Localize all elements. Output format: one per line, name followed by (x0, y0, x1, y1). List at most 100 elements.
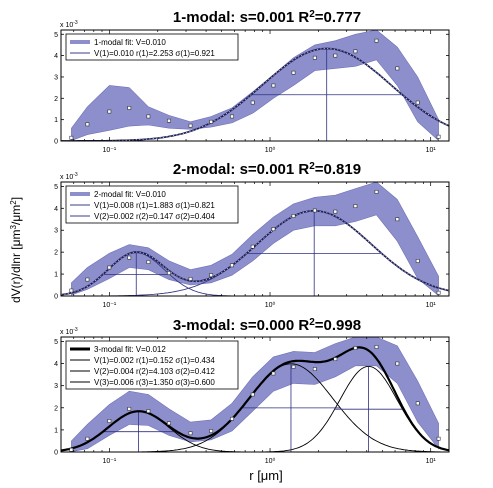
data-marker (107, 109, 112, 114)
y-tick-label: 1 (54, 117, 58, 124)
y-tick-label: 4 (54, 206, 58, 213)
data-marker (250, 100, 255, 105)
plot-area (61, 30, 449, 141)
axes-frame (60, 29, 450, 142)
y-label-part: ] (9, 197, 23, 200)
data-marker (353, 49, 358, 54)
data-marker (374, 38, 379, 43)
y-tick-label: 2 (54, 405, 58, 412)
y-tick-label: 3 (54, 228, 58, 235)
legend-label: V(2)=0.002 r(2)=0.147 σ(2)=0.404 (94, 212, 215, 221)
data-marker (127, 255, 132, 260)
y-tick-label: 0 (54, 139, 58, 146)
data-marker (291, 70, 296, 75)
data-marker (271, 227, 276, 232)
title-part: =0.819 (315, 161, 361, 178)
data-marker (395, 361, 400, 366)
data-marker (167, 421, 171, 426)
x-tick-label: 10¹ (426, 458, 437, 465)
exponent-value: -3 (73, 327, 78, 333)
axes-frame (60, 181, 450, 297)
axes-frame (60, 336, 450, 453)
data-marker (353, 346, 358, 350)
data-marker (85, 436, 90, 441)
data-marker (209, 429, 214, 433)
x-tick-label: 10⁻¹ (102, 458, 116, 465)
title-part: 1-modal: s=0.001 R (173, 9, 309, 26)
data-marker (333, 53, 338, 58)
legend-label: V(1)=0.008 r(1)=1.883 σ(1)=0.821 (94, 201, 215, 210)
y-label-sup: 3 (9, 224, 18, 229)
title-part: =0.777 (315, 9, 361, 26)
data-marker (69, 135, 74, 140)
data-marker (107, 419, 112, 423)
chart-title: 1-modal: s=0.001 R2=0.777 (173, 9, 361, 27)
legend-label: V(3)=0.006 r(3)=1.350 σ(3)=0.600 (94, 378, 215, 387)
data-marker (230, 263, 234, 268)
title-sup: 2 (309, 317, 315, 328)
x-tick-label: 10⁻¹ (102, 147, 116, 154)
data-marker (333, 209, 338, 214)
y-exponent-label: x 10-3 (60, 327, 78, 336)
data-marker (415, 259, 420, 263)
data-marker (415, 100, 420, 105)
y-tick-label: 3 (54, 383, 58, 390)
data-marker (415, 401, 420, 406)
legend-label: V(2)=0.004 r(2)=4.103 σ(2)=0.412 (94, 367, 215, 376)
y-tick-label: 1 (54, 272, 58, 279)
data-marker (69, 288, 74, 293)
y-axis-label: dV(r)/dlnr [μm3/μm2] (9, 197, 24, 303)
x-tick-label: 10⁰ (265, 457, 276, 465)
y-tick-label: 2 (54, 250, 58, 257)
x-tick-label: 10¹ (426, 302, 437, 309)
data-marker (85, 277, 90, 282)
data-marker (127, 406, 132, 411)
y-exponent-label: x 10-3 (60, 20, 78, 29)
data-marker (107, 265, 112, 270)
legend-label: V(1)=0.002 r(1)=0.152 σ(1)=0.434 (94, 356, 215, 365)
y-exponent-label: x 10-3 (60, 172, 78, 181)
exponent-value: -3 (73, 172, 78, 178)
data-marker (271, 83, 276, 88)
data-marker (291, 364, 296, 369)
data-marker (374, 345, 379, 349)
plot-area (61, 182, 449, 296)
data-marker (436, 290, 441, 295)
title-part: 2-modal: s=0.001 R (173, 161, 309, 178)
chart-title: 3-modal: s=0.000 R2=0.998 (173, 317, 361, 335)
data-marker (188, 431, 193, 436)
mode-curve-2 (61, 365, 449, 452)
data-marker (188, 123, 193, 128)
exponent-value: -3 (73, 20, 78, 26)
title-part: =0.998 (315, 317, 361, 334)
y-tick-label: 3 (54, 74, 58, 81)
exponent-base: x 10 (60, 22, 73, 29)
data-marker (291, 214, 296, 218)
legend-label: V(1)=0.010 r(1)=2.253 σ(1)=0.921 (94, 49, 215, 58)
data-marker (436, 134, 441, 139)
data-marker (146, 409, 151, 413)
legend-label: 3-modal fit: V=0.012 (94, 345, 166, 354)
y-label-part: dV(r)/dlnr [μm (9, 229, 23, 303)
y-tick-label: 5 (54, 32, 58, 39)
data-marker (85, 122, 90, 127)
y-tick-label: 5 (54, 339, 58, 346)
x-tick-label: 10⁰ (265, 301, 276, 309)
data-marker (333, 357, 338, 362)
data-marker (374, 189, 379, 194)
data-marker (230, 416, 234, 421)
legend-box (65, 185, 239, 224)
total-fit-curve (61, 346, 449, 452)
y-label-sup: 2 (9, 200, 18, 205)
x-axis-label: r [μm] (249, 468, 282, 483)
title-part: 3-modal: s=0.000 R (173, 317, 309, 334)
y-tick-label: 0 (54, 294, 58, 301)
legend-box (65, 340, 239, 390)
data-marker (167, 118, 171, 123)
x-tick-label: 10⁻¹ (102, 302, 116, 309)
data-marker (188, 276, 193, 281)
total-fit-curve (61, 209, 449, 296)
